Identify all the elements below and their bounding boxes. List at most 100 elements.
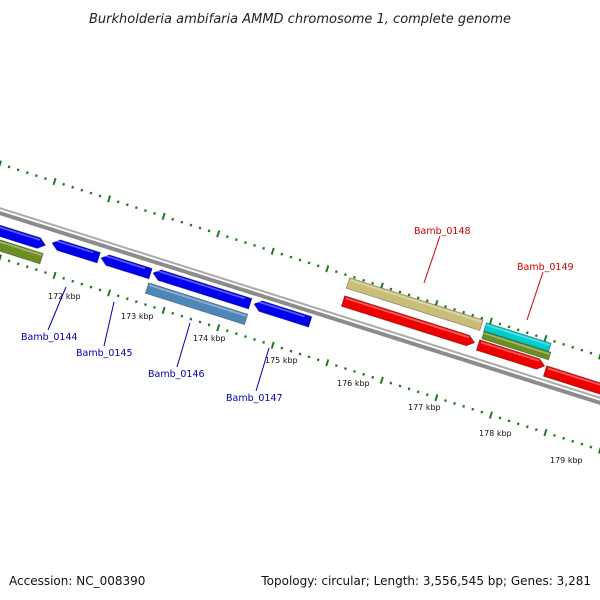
- tick-mark: [107, 289, 112, 297]
- tick-mark: [180, 220, 184, 224]
- tick-mark: [316, 264, 320, 268]
- gene-label-bamb-0146[interactable]: Bamb_0146: [148, 369, 205, 380]
- tick-mark: [298, 258, 302, 262]
- tick-mark: [425, 299, 429, 303]
- gene-arrow-0144-shine: [54, 239, 94, 254]
- tick-label-178: 178 kbp: [479, 429, 512, 438]
- tick-mark: [171, 311, 175, 315]
- tick-mark: [371, 281, 375, 285]
- gene-khaki-0148-shine: [349, 279, 482, 323]
- map-title: Burkholderia ambifaria AMMD chromosome 1…: [89, 12, 511, 27]
- tick-mark: [234, 332, 238, 336]
- tick-mark: [16, 168, 20, 172]
- tick-mark: [434, 393, 439, 402]
- tick-mark: [180, 314, 184, 318]
- gene-label-bamb-0144[interactable]: Bamb_0144: [21, 332, 78, 343]
- tick-mark: [161, 306, 166, 315]
- tick-mark: [144, 303, 147, 307]
- gene-arrow-red-3[interactable]: [542, 365, 600, 396]
- tick-mark: [98, 288, 102, 292]
- tick-mark: [307, 355, 311, 359]
- tick-mark: [407, 387, 411, 391]
- gene-olive-right[interactable]: [481, 330, 552, 361]
- leader-bamb-0149: [526, 271, 544, 321]
- gene-label-bamb-0148[interactable]: Bamb_0148: [414, 226, 471, 237]
- gene-arrow-0144[interactable]: [51, 239, 101, 264]
- tick-mark: [580, 442, 584, 446]
- gene-label-bamb-0147[interactable]: Bamb_0147: [226, 393, 283, 404]
- inner-tick-track: [0, 254, 600, 454]
- tick-mark: [107, 195, 112, 203]
- tick-mark: [34, 268, 38, 272]
- gene-arrow-red-3-shine: [547, 367, 600, 386]
- gene-arrow-red-1-shine: [345, 297, 470, 339]
- tick-mark: [289, 349, 293, 353]
- gene-arrow-red-1[interactable]: [340, 295, 476, 347]
- tick-mark: [562, 436, 566, 440]
- gene-olive-left[interactable]: [0, 238, 44, 265]
- gene-arrow-0146a[interactable]: [152, 269, 253, 310]
- tick-mark: [416, 390, 420, 394]
- gene-label-bamb-0145[interactable]: Bamb_0145: [76, 348, 133, 359]
- tick-mark: [389, 381, 393, 385]
- gene-arrow-0145-shine: [103, 254, 146, 270]
- tick-mark: [207, 323, 211, 327]
- gene-arrow-red-2[interactable]: [475, 339, 546, 370]
- gene-khaki-0148[interactable]: [345, 277, 484, 332]
- gene-labels: Bamb_0144 Bamb_0145 Bamb_0146 Bamb_0147 …: [21, 226, 574, 404]
- tick-mark: [453, 307, 456, 311]
- tick-mark: [425, 393, 429, 397]
- tick-mark: [244, 335, 247, 339]
- tick-mark: [34, 174, 38, 178]
- tick-mark: [498, 416, 502, 420]
- tick-mark: [516, 422, 520, 426]
- tick-mark: [389, 287, 393, 291]
- tick-mark: [471, 313, 475, 317]
- tick-mark: [534, 428, 538, 432]
- tick-mark: [189, 317, 193, 321]
- tick-mark: [80, 282, 84, 286]
- gene-arrow-0145[interactable]: [100, 254, 153, 280]
- tick-mark: [444, 305, 447, 309]
- genome-summary-text: Topology: circular; Length: 3,556,545 bp…: [260, 574, 591, 588]
- gene-steelblue[interactable]: [144, 282, 249, 326]
- tick-label-177: 177 kbp: [408, 403, 441, 412]
- tick-mark: [253, 243, 256, 247]
- leader-bamb-0145: [103, 301, 115, 347]
- tick-label-179: 179 kbp: [550, 456, 583, 465]
- tick-mark: [488, 317, 493, 325]
- leader-bamb-0144: [47, 286, 67, 331]
- tick-mark: [362, 372, 366, 376]
- tick-mark: [344, 367, 347, 371]
- tick-mark: [507, 325, 511, 329]
- tick-mark: [153, 211, 156, 215]
- tick-mark: [444, 399, 447, 403]
- tick-mark: [44, 177, 47, 181]
- tick-mark: [216, 324, 221, 332]
- tick-mark: [62, 182, 66, 186]
- tick-mark: [316, 358, 320, 362]
- gene-arrow-0147[interactable]: [253, 300, 313, 328]
- tick-mark: [488, 411, 493, 419]
- tick-mark: [270, 341, 275, 349]
- tick-mark: [0, 254, 3, 262]
- tick-mark: [480, 316, 484, 320]
- tick-mark: [262, 246, 266, 250]
- tick-mark: [589, 351, 593, 355]
- tick-mark: [116, 294, 120, 298]
- tick-mark: [89, 191, 93, 195]
- tick-mark: [334, 364, 338, 368]
- tick-mark: [553, 339, 556, 343]
- gene-arrow-0143[interactable]: [0, 224, 47, 249]
- gene-label-bamb-0149[interactable]: Bamb_0149: [517, 262, 574, 273]
- tick-mark: [462, 404, 466, 408]
- gene-arrow-0146a-shine: [155, 269, 245, 300]
- tick-mark: [62, 276, 66, 280]
- tick-mark: [71, 279, 75, 283]
- tick-mark: [89, 285, 93, 289]
- backbone-line-upper: [0, 211, 600, 405]
- tick-mark: [44, 271, 47, 275]
- tick-mark: [362, 278, 366, 282]
- tick-mark: [52, 271, 57, 280]
